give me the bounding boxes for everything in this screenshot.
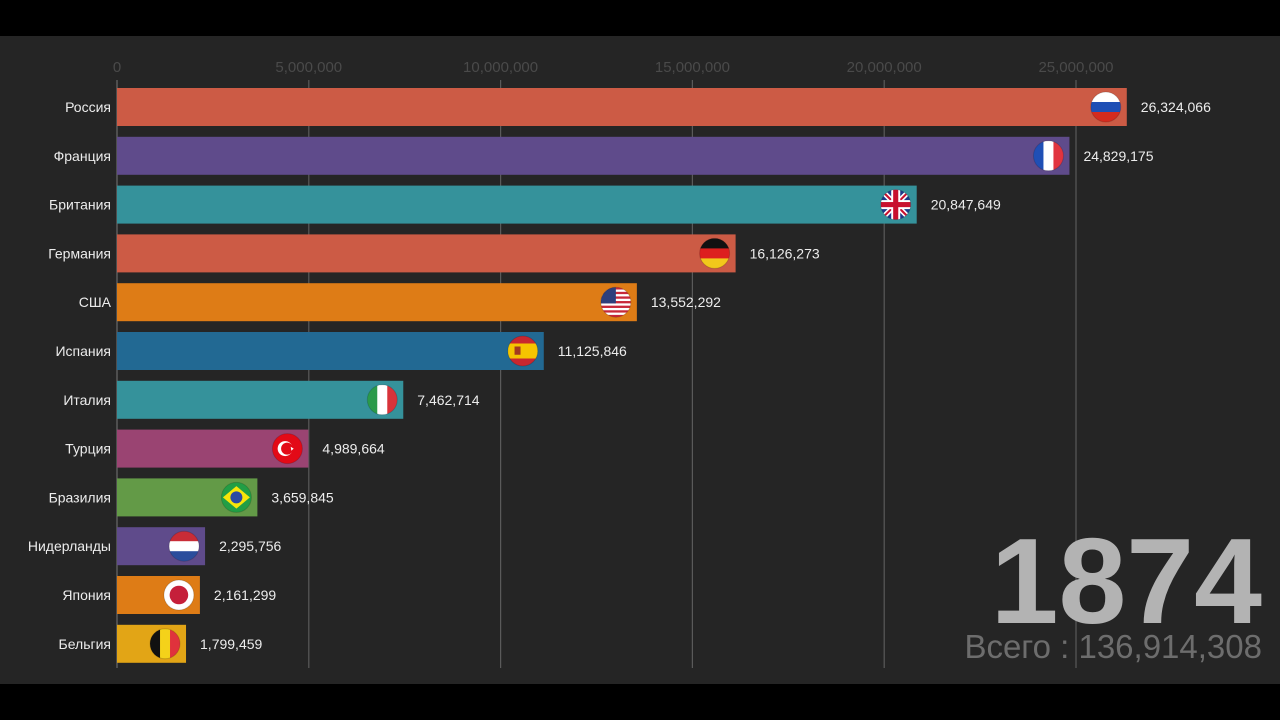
value-label: 24,829,175 [1083,148,1153,164]
x-tick-label: 15,000,000 [655,59,730,76]
bar [117,380,404,419]
x-tick-label: 5,000,000 [275,59,342,76]
bar [117,234,736,273]
bar-row: Италия 7,462,714 [63,380,480,419]
bar-row: Турция 4,989,664 [65,429,385,468]
gridlines [116,80,1077,668]
turkey-flag [271,433,303,465]
year-label: 1874 [991,513,1263,649]
value-label: 20,847,649 [931,197,1001,213]
netherlands-flag [168,530,200,562]
x-tick-label: 0 [113,59,121,76]
bar-row: Нидерланды 2,295,756 [28,527,282,566]
category-label: Италия [63,392,111,408]
belgium-flag [149,628,181,660]
uk-flag [880,189,912,221]
total-label: Всего : 136,914,308 [964,628,1262,665]
bar [117,332,544,370]
x-tick-label: 10,000,000 [463,59,538,76]
value-label: 7,462,714 [417,392,479,408]
spain-flag [507,335,539,367]
category-label: Бельгия [59,636,111,652]
value-label: 2,295,756 [219,538,281,554]
category-label: Япония [62,587,111,603]
category-label: Турция [65,441,111,457]
bar-row: Россия 26,324,066 [65,88,1211,126]
value-label: 26,324,066 [1141,99,1211,115]
value-label: 2,161,299 [214,587,276,603]
bar [117,283,637,322]
category-label: Испания [55,343,111,359]
russia-flag [1090,91,1122,123]
germany-flag [699,237,731,269]
category-label: Британия [49,197,111,213]
x-axis-ticks: 0 5,000,000 10,000,000 15,000,000 20,000,000… [113,59,1114,76]
value-label: 11,125,846 [558,343,627,359]
bar [117,136,1070,175]
bar-row: Германия 16,126,273 [48,234,820,273]
value-label: 3,659,845 [271,489,333,505]
category-label: Германия [48,245,111,261]
bar-row: Бельгия 1,799,459 [59,624,263,663]
bar [117,185,917,224]
bar-row: Франция 24,829,175 [54,136,1154,175]
value-label: 13,552,292 [651,294,721,310]
bar [117,88,1127,126]
bar-chart-race: 0 5,000,000 10,000,000 15,000,000 20,000,000… [28,59,1263,668]
value-label: 1,799,459 [200,636,262,652]
bar-row: США 13,552,292 [79,283,721,322]
value-label: 16,126,273 [750,245,820,261]
japan-flag [163,579,195,611]
bars: Россия 26,324,066 Франция 24,829,175 Британи… [28,88,1211,663]
x-tick-label: 20,000,000 [847,59,922,76]
bar-row: Британия 20,847,649 [49,185,1001,224]
category-label: Нидерланды [28,538,111,554]
x-tick-label: 25,000,000 [1038,59,1113,76]
bar-row: Япония 2,161,299 [62,576,276,614]
value-label: 4,989,664 [322,441,384,457]
bar-row: Бразилия 3,659,845 [49,478,334,517]
brazil-flag [220,481,252,513]
category-label: Россия [65,99,111,115]
category-label: США [79,294,112,310]
usa-flag [600,286,632,318]
category-label: Франция [54,148,111,164]
category-label: Бразилия [49,489,111,505]
bar-row: Испания 11,125,846 [55,332,627,370]
italy-flag [366,384,398,416]
france-flag [1032,140,1064,172]
